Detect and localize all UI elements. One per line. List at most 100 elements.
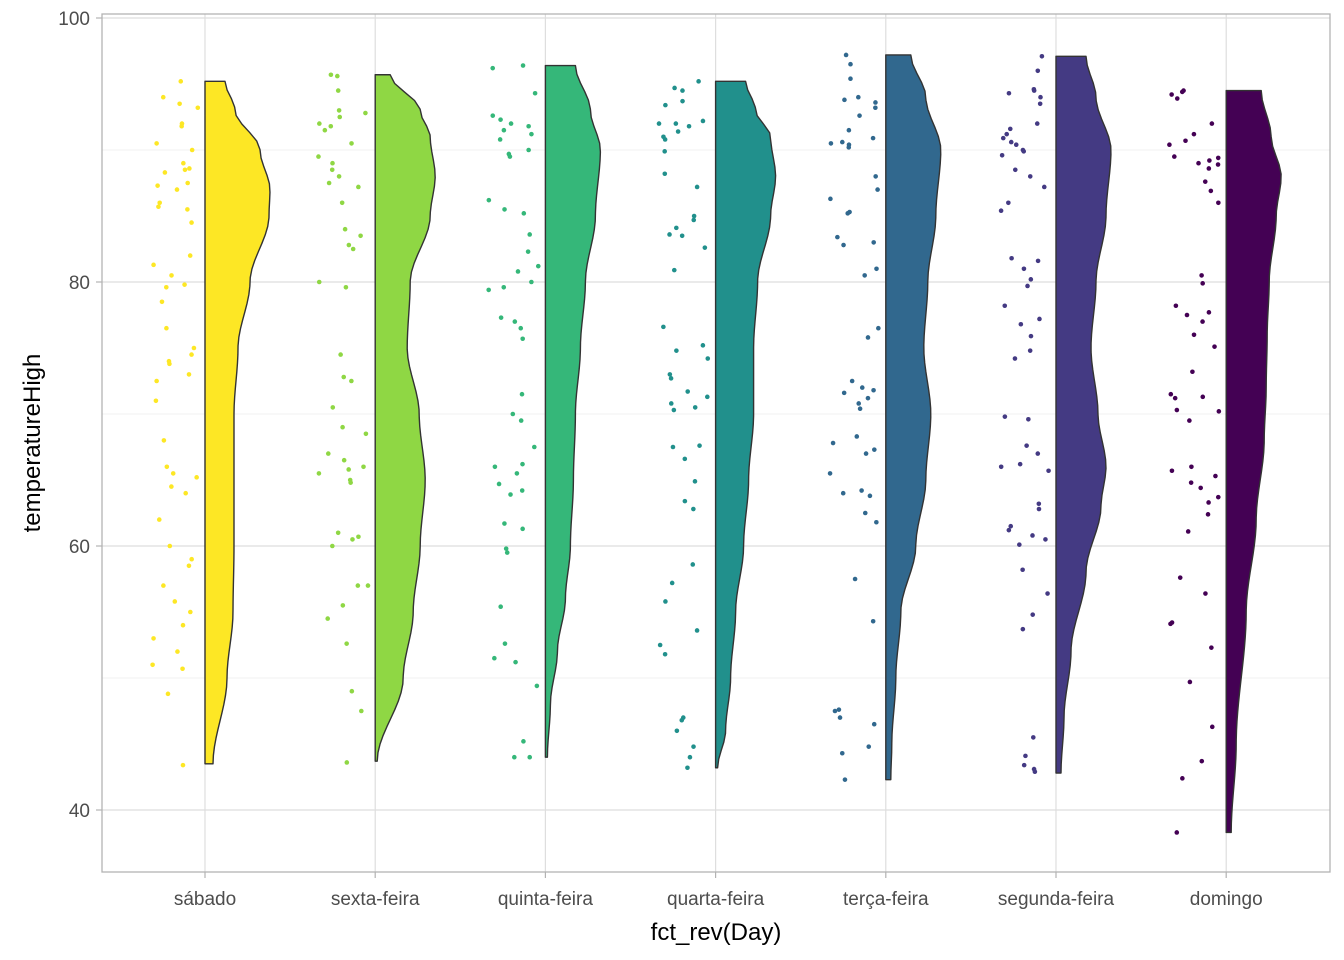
data-point bbox=[178, 79, 184, 84]
data-point bbox=[662, 651, 668, 657]
data-point bbox=[529, 279, 534, 285]
data-point bbox=[674, 348, 679, 353]
data-point bbox=[1030, 612, 1036, 617]
data-point bbox=[1216, 200, 1221, 206]
y-tick-label: 60 bbox=[69, 537, 90, 558]
data-point bbox=[340, 424, 345, 430]
data-point bbox=[669, 580, 675, 586]
data-point bbox=[1174, 407, 1180, 413]
data-point bbox=[1205, 512, 1211, 517]
data-point bbox=[859, 488, 864, 493]
data-point bbox=[1027, 348, 1033, 353]
data-point bbox=[510, 411, 516, 417]
data-point bbox=[150, 662, 155, 668]
data-point bbox=[1200, 394, 1206, 400]
data-point bbox=[1199, 273, 1204, 278]
data-point bbox=[1203, 591, 1208, 596]
data-point bbox=[865, 335, 871, 340]
data-point bbox=[656, 121, 662, 126]
data-point bbox=[1177, 575, 1183, 580]
data-point bbox=[1187, 418, 1192, 423]
data-point bbox=[498, 315, 504, 320]
data-point bbox=[871, 240, 876, 245]
data-point bbox=[532, 90, 538, 96]
data-point bbox=[691, 506, 696, 512]
data-point bbox=[866, 744, 872, 749]
data-point bbox=[1213, 473, 1218, 479]
data-point bbox=[870, 618, 876, 624]
data-point bbox=[161, 438, 167, 443]
data-point bbox=[519, 391, 525, 397]
data-point bbox=[674, 728, 680, 734]
data-point bbox=[344, 641, 349, 646]
data-point bbox=[1174, 96, 1180, 101]
data-point bbox=[1209, 121, 1215, 126]
data-point bbox=[1216, 409, 1222, 414]
data-point bbox=[1200, 319, 1205, 324]
data-point bbox=[1009, 255, 1014, 261]
data-point bbox=[325, 451, 331, 456]
data-point bbox=[835, 234, 840, 240]
x-tick-label: sexta-feira bbox=[331, 889, 420, 910]
data-point bbox=[668, 401, 674, 406]
data-point bbox=[841, 242, 846, 248]
data-point bbox=[1035, 68, 1041, 74]
data-point bbox=[349, 688, 355, 694]
data-point bbox=[1045, 591, 1050, 596]
data-point bbox=[335, 73, 340, 79]
data-point bbox=[486, 287, 491, 293]
data-point bbox=[486, 197, 492, 203]
data-point bbox=[856, 94, 861, 100]
data-point bbox=[674, 225, 679, 231]
data-point bbox=[519, 488, 525, 493]
data-point bbox=[185, 207, 190, 212]
data-point bbox=[180, 666, 185, 672]
data-point bbox=[1012, 356, 1018, 361]
data-point bbox=[169, 273, 174, 278]
data-point bbox=[1012, 167, 1018, 173]
data-point bbox=[346, 467, 351, 472]
data-point bbox=[164, 464, 170, 470]
x-tick-label: terça-feira bbox=[843, 889, 929, 910]
y-tick-label: 80 bbox=[69, 273, 90, 294]
data-point bbox=[170, 471, 176, 476]
data-point bbox=[1172, 154, 1177, 159]
data-point bbox=[520, 336, 525, 342]
data-point bbox=[852, 576, 858, 582]
data-point bbox=[679, 717, 685, 723]
data-point bbox=[1031, 88, 1037, 93]
data-point bbox=[521, 211, 527, 216]
data-point bbox=[1036, 506, 1042, 512]
data-point bbox=[514, 471, 520, 476]
data-point bbox=[151, 262, 156, 268]
data-point bbox=[687, 754, 693, 760]
data-point bbox=[151, 636, 156, 641]
data-point bbox=[1167, 142, 1172, 148]
data-point bbox=[335, 88, 341, 93]
data-point bbox=[842, 777, 848, 782]
data-point bbox=[527, 754, 533, 760]
data-point bbox=[862, 510, 868, 516]
data-point bbox=[526, 147, 531, 153]
data-point bbox=[873, 105, 878, 111]
data-point bbox=[1021, 266, 1027, 272]
data-point bbox=[998, 208, 1004, 214]
data-point bbox=[1207, 158, 1212, 163]
data-point bbox=[874, 266, 879, 272]
data-point bbox=[848, 76, 853, 82]
data-point bbox=[154, 378, 159, 384]
data-point bbox=[1024, 443, 1029, 448]
data-point bbox=[1017, 542, 1022, 547]
data-point bbox=[183, 490, 188, 496]
data-point bbox=[317, 121, 322, 126]
data-point bbox=[705, 394, 710, 400]
data-point bbox=[871, 721, 877, 727]
data-point bbox=[671, 267, 677, 273]
data-point bbox=[508, 121, 514, 126]
data-point bbox=[663, 599, 668, 604]
data-point bbox=[326, 180, 332, 186]
data-point bbox=[662, 149, 667, 154]
data-point bbox=[534, 683, 540, 689]
data-point bbox=[492, 655, 497, 661]
data-point bbox=[180, 762, 186, 768]
